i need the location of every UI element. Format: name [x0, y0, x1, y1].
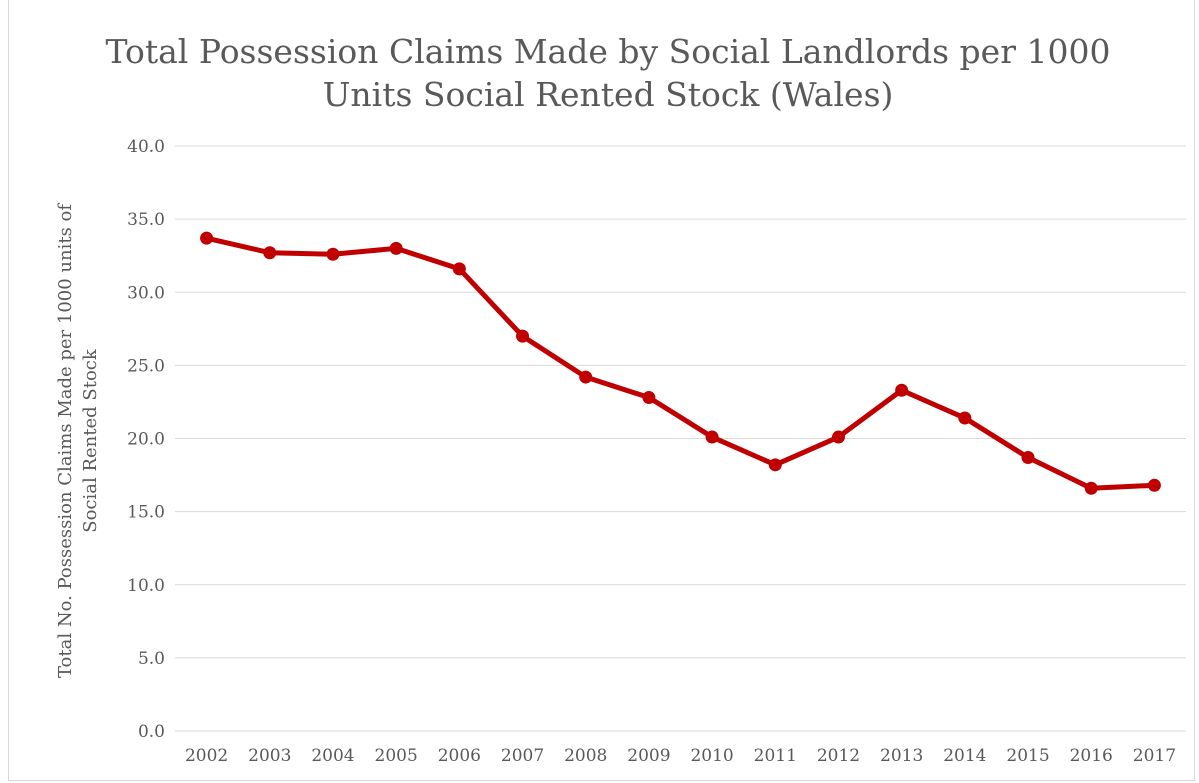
data-point [326, 247, 340, 261]
x-tick-label: 2008 [564, 746, 607, 766]
y-tick-label: 40.0 [127, 137, 165, 157]
x-tick-label: 2009 [627, 746, 670, 766]
data-point [263, 246, 277, 260]
data-point [516, 329, 530, 343]
y-tick-label: 10.0 [127, 576, 165, 596]
y-axis-ticks: 0.0 5.0 10.0 15.0 20.0 25.0 30.0 35.0 40.0 [127, 137, 165, 742]
chart-frame [8, 0, 1195, 781]
x-tick-label: 2011 [754, 746, 797, 766]
data-point [831, 430, 845, 444]
data-point [1147, 478, 1161, 492]
y-axis-label-line-2: Social Rented Stock [80, 348, 101, 533]
x-tick-label: 2013 [880, 746, 923, 766]
x-tick-label: 2017 [1133, 746, 1176, 766]
x-axis-ticks: 2002 2003 2004 2005 2006 2007 2008 2009 2010 2011… [185, 746, 1176, 766]
data-point [1021, 451, 1035, 465]
x-tick-label: 2005 [375, 746, 418, 766]
y-tick-label: 35.0 [127, 210, 165, 230]
data-point [1084, 481, 1098, 495]
data-point [958, 411, 972, 425]
y-tick-label: 25.0 [127, 356, 165, 376]
y-tick-label: 0.0 [138, 722, 165, 742]
x-tick-label: 2007 [501, 746, 544, 766]
data-point [705, 430, 719, 444]
data-point [642, 391, 656, 405]
x-tick-label: 2015 [1006, 746, 1049, 766]
series-layer [200, 231, 1161, 495]
data-point [768, 458, 782, 472]
data-point [579, 370, 593, 384]
chart-title-line-1: Total Possession Claims Made by Social L… [106, 32, 1111, 71]
y-tick-label: 20.0 [127, 430, 165, 450]
x-tick-label: 2004 [311, 746, 354, 766]
x-tick-label: 2016 [1070, 746, 1113, 766]
chart-title-line-2: Units Social Rented Stock (Wales) [323, 75, 894, 114]
x-tick-label: 2006 [438, 746, 481, 766]
y-tick-label: 15.0 [127, 503, 165, 523]
data-point [895, 383, 909, 397]
x-tick-label: 2014 [943, 746, 986, 766]
y-axis-label-line-1: Total No. Possession Claims Made per 100… [55, 203, 76, 678]
y-tick-label: 30.0 [127, 283, 165, 303]
y-tick-label: 5.0 [138, 649, 165, 669]
data-point [452, 262, 466, 276]
series-line [204, 235, 1157, 491]
gridlines [175, 145, 1186, 732]
x-tick-label: 2002 [185, 746, 228, 766]
x-tick-label: 2010 [690, 746, 733, 766]
x-tick-label: 2003 [248, 746, 291, 766]
data-point [389, 241, 403, 255]
x-tick-label: 2012 [817, 746, 860, 766]
data-point [200, 231, 214, 245]
